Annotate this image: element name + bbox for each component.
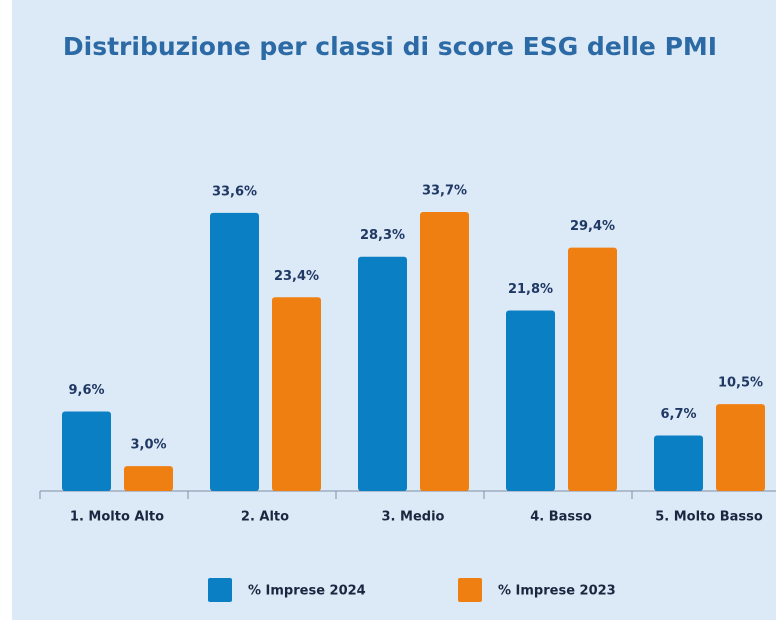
x-tick-label: 2. Alto — [241, 510, 289, 525]
chart-title: Distribuzione per classi di score ESG de… — [63, 32, 717, 61]
x-tick-label: 1. Molto Alto — [70, 510, 164, 525]
x-tick-label: 3. Medio — [382, 510, 445, 525]
bar — [654, 435, 703, 491]
bar — [272, 297, 321, 491]
value-label: 6,7% — [660, 407, 696, 422]
bar — [716, 404, 765, 491]
bar — [420, 212, 469, 491]
legend-label: % Imprese 2024 — [248, 584, 366, 599]
value-label: 21,8% — [508, 282, 553, 297]
bar — [506, 310, 555, 491]
bar — [62, 411, 111, 491]
x-tick-label: 4. Basso — [530, 510, 592, 525]
legend-swatch — [458, 578, 482, 602]
legend-label: % Imprese 2023 — [498, 584, 616, 599]
bar — [210, 212, 259, 492]
value-label: 9,6% — [68, 383, 104, 398]
value-label: 33,7% — [422, 184, 467, 199]
value-label: 29,4% — [570, 219, 615, 234]
value-label: 10,5% — [718, 376, 763, 391]
bar — [358, 256, 407, 491]
bar — [568, 247, 617, 491]
value-label: 3,0% — [130, 438, 166, 453]
x-tick-label: 5. Molto Basso — [655, 510, 763, 525]
value-label: 23,4% — [274, 269, 319, 284]
legend-swatch — [208, 578, 232, 602]
value-label: 28,3% — [360, 228, 405, 243]
value-label: 33,6% — [212, 184, 257, 199]
bar — [124, 466, 173, 491]
